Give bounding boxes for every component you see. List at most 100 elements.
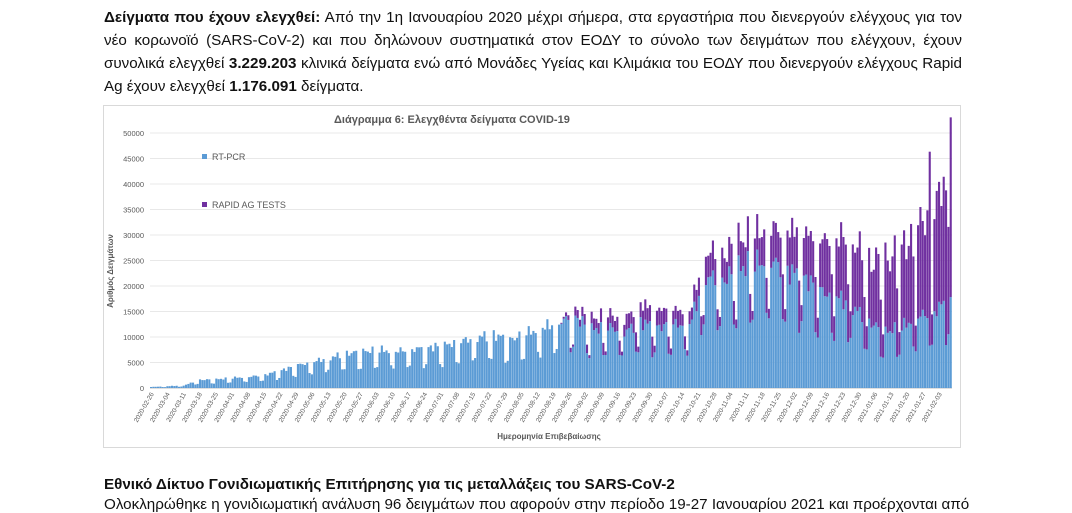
bar-rtpcr [800, 321, 803, 388]
chart-title: Διάγραμμα 6: Ελεγχθέντα δείγματα COVID-1… [334, 114, 570, 126]
bar-rtpcr [301, 364, 304, 388]
bar-rapid [560, 322, 563, 324]
bar-rtpcr [415, 347, 418, 388]
bar-rtpcr [222, 379, 225, 388]
bar-rtpcr [933, 311, 936, 388]
intro-paragraph: Δείγματα που έχουν ελεγχθεί: Από την 1η … [104, 6, 962, 98]
bar-rapid [634, 332, 638, 352]
bar-rapid [823, 233, 826, 297]
tests-chart: Διάγραμμα 6: Ελεγχθέντα δείγματα COVID-1… [106, 114, 952, 441]
bar-rapid [854, 252, 857, 307]
bar-rtpcr [718, 326, 721, 388]
bar-rtpcr [882, 357, 885, 388]
bar-rtpcr [455, 362, 458, 388]
bar-rtpcr [604, 354, 607, 388]
bar-rtpcr [672, 324, 675, 388]
y-axis: 0 5000 10000 15000 20000 25000 30000 35000 40000… [123, 129, 144, 393]
bar-rapid [770, 235, 773, 268]
bar-rtpcr [627, 328, 631, 388]
bar-rtpcr [774, 257, 777, 388]
bar-rtpcr [641, 330, 645, 388]
bar-rtpcr [306, 362, 309, 388]
bar-rtpcr [912, 346, 915, 388]
bar-rtpcr [369, 353, 372, 388]
bar-rapid [653, 345, 656, 353]
bar-rapid [760, 237, 763, 266]
bar-rapid [842, 237, 845, 310]
bar-rapid [588, 355, 591, 359]
bar-rapid [812, 241, 815, 283]
bar-rtpcr [879, 356, 882, 388]
bar-rapid [637, 346, 640, 353]
bar-rtpcr [317, 357, 320, 388]
bar-rtpcr [917, 318, 920, 388]
legend-label-rtpcr: RT-PCR [212, 152, 246, 162]
bar-rapid [674, 305, 677, 319]
bar-rapid [879, 299, 882, 357]
bar-rapid [833, 316, 836, 341]
bar-rtpcr [884, 326, 887, 388]
bar-rapid [889, 271, 892, 332]
legend-label-rapid: RAPID AG TESTS [212, 200, 286, 210]
bar-rapid [756, 214, 759, 250]
bar-rtpcr [159, 386, 162, 388]
bar-rtpcr [215, 378, 218, 388]
bar-rapid [891, 256, 894, 334]
bar-rapid [767, 308, 770, 319]
bar-rtpcr [334, 356, 337, 388]
bar-rapid [728, 236, 731, 267]
bar-rtpcr [355, 350, 358, 388]
bar-rapid [896, 288, 899, 357]
bar-rtpcr [366, 351, 369, 388]
bar-rapid [814, 277, 817, 333]
bar-rtpcr [861, 322, 864, 388]
bar-rtpcr [525, 335, 528, 388]
bar-rapid [667, 336, 670, 354]
bar-rtpcr [226, 382, 230, 388]
bar-rtpcr [150, 386, 153, 388]
bar-rtpcr [772, 261, 775, 388]
bar-rtpcr [154, 386, 157, 388]
bar-rtpcr [362, 348, 365, 388]
bar-rtpcr [854, 306, 857, 388]
bar-rtpcr [331, 356, 334, 388]
bar-rtpcr [497, 334, 500, 388]
bar-rtpcr [294, 376, 297, 388]
bar-rtpcr [795, 268, 798, 388]
bar-rtpcr [233, 376, 237, 388]
bar-rapid [625, 313, 628, 330]
bar-rapid [583, 314, 586, 325]
bar-rapid [592, 318, 596, 331]
bar-rtpcr [830, 332, 833, 388]
bar-rtpcr [238, 377, 241, 388]
bar-rtpcr [569, 352, 572, 388]
bar-rtpcr [397, 352, 400, 388]
bar-rtpcr [714, 285, 717, 388]
bar-rapid [905, 259, 908, 328]
bar-rtpcr [807, 291, 810, 388]
bar-rapid [777, 232, 780, 263]
bar-rtpcr [767, 318, 770, 388]
bar-rtpcr [889, 331, 892, 388]
bar-rtpcr [798, 332, 801, 388]
bar-rtpcr [534, 333, 537, 388]
bar-rapid [900, 244, 903, 331]
bar-rapid [945, 190, 948, 346]
bar-rapid [744, 247, 747, 277]
bar-rtpcr [735, 328, 738, 388]
bar-rtpcr [721, 277, 724, 388]
bar-rtpcr [737, 255, 740, 388]
bar-rtpcr [749, 322, 752, 388]
total-pcr-value: 3.229.203 [228, 55, 297, 72]
bar-rapid [632, 317, 635, 333]
bar-rapid [658, 307, 661, 325]
bar-rtpcr [840, 290, 843, 388]
bar-rapid [835, 238, 838, 297]
bar-rtpcr [788, 284, 791, 388]
bar-rtpcr [758, 265, 761, 388]
bar-rtpcr [847, 342, 850, 388]
bar-rtpcr [805, 274, 808, 388]
bar-rapid [655, 310, 659, 326]
bar-rapid [718, 316, 721, 327]
bar-rtpcr [282, 368, 285, 388]
